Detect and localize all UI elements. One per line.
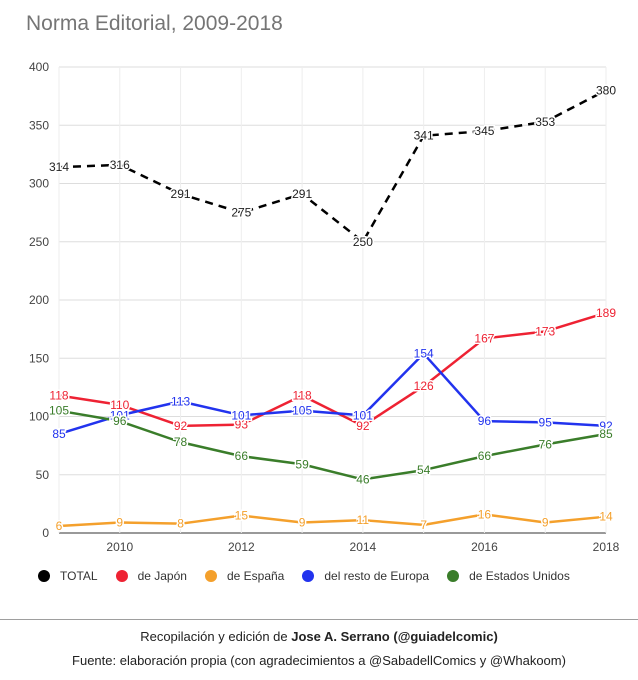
data-label: 353 (535, 115, 555, 129)
x-tick-label: 2016 (471, 540, 498, 554)
line-chart: 0 50 100 150 200 250 300 350 400 2010 2012 2014 2016… (29, 60, 620, 554)
legend-swatch (115, 570, 128, 582)
legend-swatch (447, 570, 460, 582)
credits-author: Jose A. Serrano (@guiadelcomic) (291, 629, 498, 644)
axis-labels: 0 50 100 150 200 250 300 350 400 2010 2012 2014 2016… (29, 60, 620, 554)
series-line (58, 89, 607, 243)
data-label: 96 (113, 414, 127, 428)
data-label: 66 (235, 449, 249, 463)
data-label: 76 (539, 437, 553, 451)
data-label: 85 (599, 427, 613, 441)
data-label: 275 (231, 206, 251, 220)
data-label: 16 (478, 507, 492, 521)
x-tick-label: 2012 (228, 540, 255, 554)
series-line (58, 513, 607, 528)
data-label: 101 (353, 408, 373, 422)
legend-swatch (302, 570, 315, 582)
y-tick-label: 200 (29, 293, 49, 307)
data-label: 101 (231, 408, 251, 422)
legend-swatch (204, 570, 217, 582)
data-label: 380 (596, 83, 616, 97)
data-label: 15 (235, 509, 249, 523)
legend-swatch (38, 570, 50, 582)
data-label: 189 (596, 306, 616, 320)
data-label: 9 (116, 516, 123, 530)
data-label: 250 (353, 235, 373, 249)
data-label: 316 (110, 158, 130, 172)
data-label: 8 (177, 517, 184, 531)
data-label: 11 (357, 513, 370, 527)
data-label: 126 (414, 379, 434, 393)
data-label: 167 (474, 331, 494, 345)
data-label: 113 (171, 394, 190, 408)
legend-item: TOTAL (38, 569, 98, 583)
y-tick-label: 300 (29, 177, 49, 191)
x-tick-label: 2010 (106, 540, 133, 554)
data-label: 85 (52, 427, 66, 441)
data-label: 345 (474, 124, 494, 138)
data-label: 105 (49, 404, 69, 418)
source-line: Fuente: elaboración propia (con agradeci… (72, 653, 566, 668)
y-tick-label: 250 (29, 235, 49, 249)
legend-label: de Estados Unidos (469, 569, 570, 583)
data-label: 118 (293, 389, 312, 403)
data-label: 59 (295, 457, 309, 471)
y-tick-label: 100 (29, 410, 49, 424)
y-tick-label: 400 (29, 60, 49, 74)
data-label: 105 (292, 404, 312, 418)
x-tick-label: 2014 (350, 540, 377, 554)
divider (0, 619, 638, 620)
data-label: 101 (110, 408, 130, 422)
legend-label: de España (226, 569, 285, 583)
credits-line: Recopilación y edición de Jose A. Serran… (0, 629, 638, 644)
y-tick-label: 0 (42, 526, 49, 540)
series-line (58, 409, 607, 481)
data-label: 92 (599, 419, 613, 433)
data-label: 78 (174, 435, 188, 449)
legend-item: de Japón (115, 569, 187, 583)
data-label: 66 (478, 449, 492, 463)
legend-label: del resto de Europa (324, 569, 430, 583)
series-line (58, 311, 607, 428)
chart-title: Norma Editorial, 2009-2018 (26, 12, 283, 35)
data-label: 173 (535, 324, 555, 338)
data-label: 9 (542, 516, 549, 530)
data-label: 7 (420, 518, 427, 532)
data-label: 96 (478, 414, 492, 428)
data-label: 110 (110, 398, 129, 412)
x-tick-label: 2018 (593, 540, 620, 554)
legend-label: TOTAL (60, 569, 98, 583)
y-tick-label: 350 (29, 118, 49, 132)
y-tick-label: 50 (36, 468, 50, 482)
y-tick-label: 150 (29, 351, 49, 365)
data-label: 92 (356, 419, 370, 433)
series-lines (58, 89, 607, 528)
data-label: 341 (414, 129, 434, 143)
data-label: 6 (56, 519, 63, 533)
data-label: 54 (417, 463, 431, 477)
legend-item: de España (204, 569, 285, 583)
data-label: 14 (599, 510, 613, 524)
data-label: 93 (235, 418, 249, 432)
series-line (58, 352, 607, 436)
data-label: 314 (49, 160, 69, 174)
data-label: 9 (299, 516, 306, 530)
legend-item: de Estados Unidos (447, 569, 570, 583)
data-label: 118 (49, 389, 68, 403)
legend: TOTAL de Japón de España del resto de Europ… (38, 569, 588, 583)
data-label: 154 (414, 347, 434, 361)
grid-lines (58, 66, 607, 534)
credits-prefix: Recopilación y edición de (140, 629, 292, 644)
legend-item: del resto de Europa (302, 569, 429, 583)
data-label: 46 (356, 472, 370, 486)
data-label: 95 (539, 415, 553, 429)
data-label: 291 (171, 187, 191, 201)
data-label: 92 (174, 419, 188, 433)
data-label: 291 (292, 187, 312, 201)
legend-label: de Japón (137, 569, 187, 583)
